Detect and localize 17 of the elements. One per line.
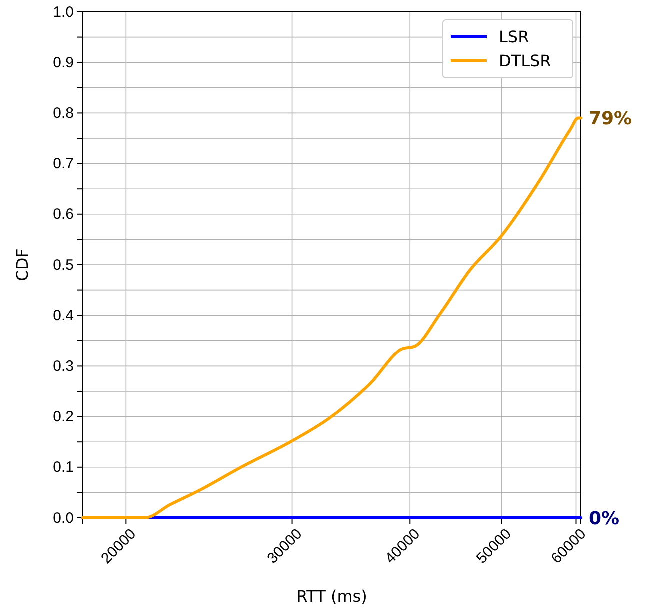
y-tick-label: 0.7 [53,156,74,173]
y-axis-title: CDF [13,248,32,282]
y-tick-label: 0.3 [53,358,74,375]
y-tick-label: 0.4 [53,307,74,324]
legend-label: DTLSR [499,52,552,71]
y-tick-label: 0.0 [53,510,74,527]
text: 79% [589,108,632,130]
y-tick-label: 1.0 [53,4,74,21]
y-tick-label: 0.9 [53,54,74,72]
y-tick-label: 0.1 [53,459,74,476]
y-tick-label: 0.5 [53,256,74,274]
y-tick-label: 0.2 [53,408,74,426]
text: 0% [589,508,620,530]
y-tick-label: 0.6 [53,206,74,224]
y-tick-label: 0.8 [53,105,74,122]
x-axis-title: RTT (ms) [296,587,368,606]
legend-label: LSR [499,28,530,47]
